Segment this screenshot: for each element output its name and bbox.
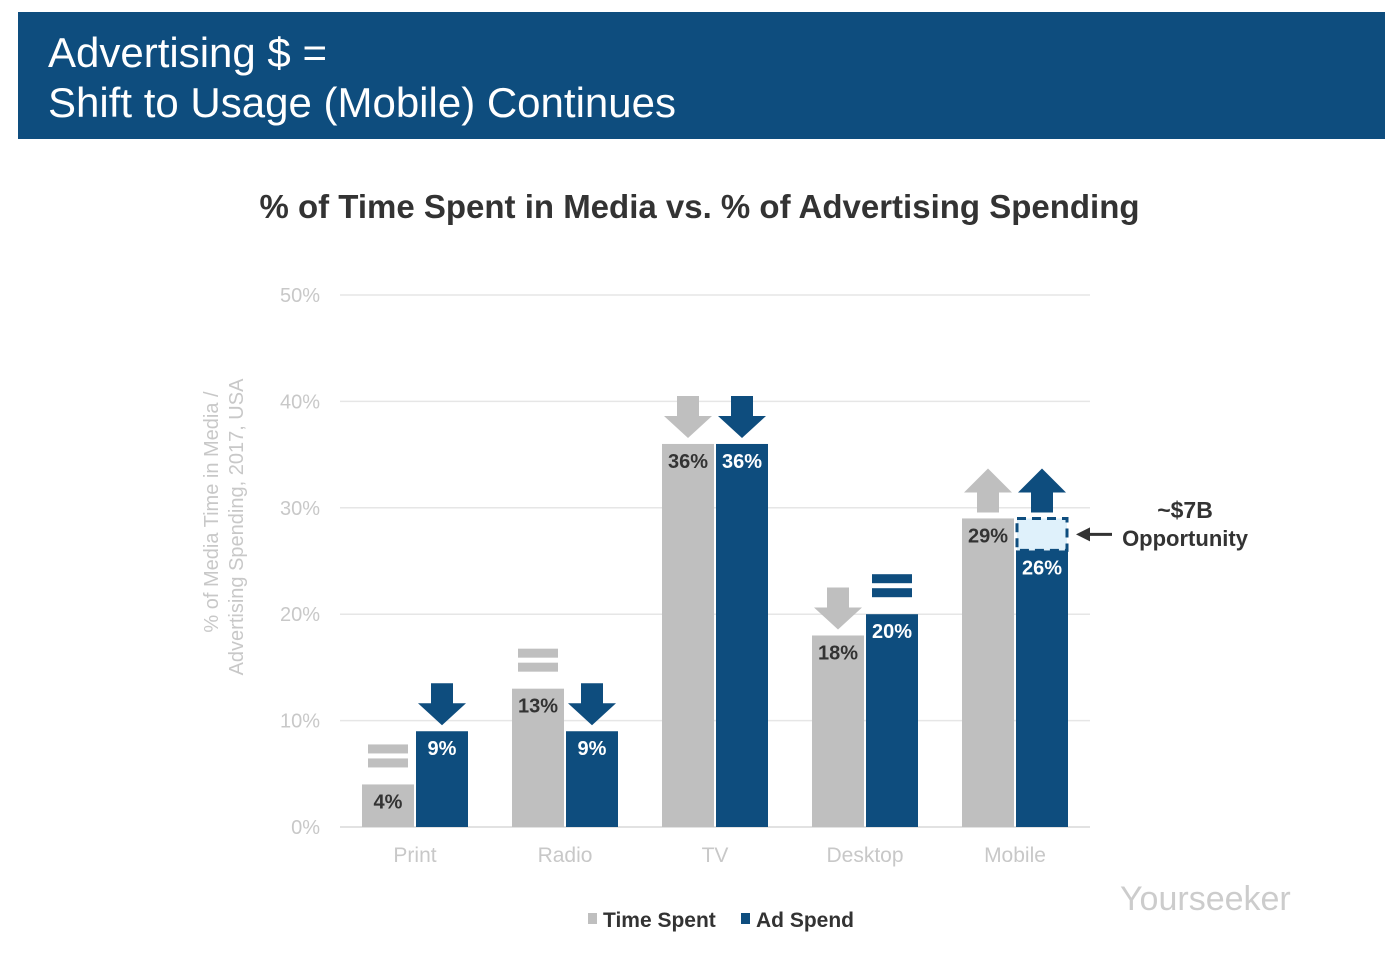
x-tick-label: Desktop: [826, 844, 903, 867]
equal-icon: [518, 662, 558, 672]
annotation-label: Opportunity: [1122, 526, 1249, 551]
x-tick-label: Print: [393, 844, 436, 867]
legend-swatch-time-spent: [588, 913, 597, 924]
slide-title-line1: Advertising $ =: [48, 29, 327, 76]
y-tick-label: 50%: [280, 285, 320, 307]
arrow-down-icon: [664, 395, 712, 438]
y-tick-label: 30%: [280, 498, 320, 520]
data-label: 20%: [872, 621, 912, 643]
opportunity-gap: [1015, 516, 1069, 552]
ad-spend-bar: [416, 731, 468, 827]
equal-icon: [872, 588, 912, 598]
time-spent-bar: [362, 784, 414, 827]
ad-spend-bar: [1016, 550, 1068, 827]
y-tick-label: 0%: [291, 817, 320, 839]
equal-icon: [518, 648, 558, 658]
legend-label-time-spent: Time Spent: [603, 909, 716, 932]
data-label: 26%: [1022, 557, 1062, 579]
x-tick-label: Radio: [538, 844, 593, 867]
data-label: 13%: [518, 696, 558, 718]
title-banner: Advertising $ = Shift to Usage (Mobile) …: [18, 12, 1385, 139]
time-spent-bar: [812, 635, 864, 827]
time-spent-bar: [962, 518, 1014, 827]
arrow-up-icon: [1018, 468, 1066, 513]
ad-spend-bar: [716, 443, 768, 827]
x-tick-label: TV: [702, 844, 729, 867]
data-label: 18%: [818, 642, 858, 664]
arrow-down-icon: [718, 395, 766, 438]
arrow-down-icon: [568, 683, 616, 726]
data-label: 29%: [968, 525, 1008, 547]
equal-icon: [368, 758, 408, 768]
data-label: 4%: [374, 791, 403, 813]
y-axis-label: Advertising Spending, 2017, USA: [226, 378, 248, 676]
watermark: Yourseeker: [1120, 880, 1291, 918]
arrow-down-icon: [814, 587, 862, 630]
legend-label-ad-spend: Ad Spend: [756, 909, 854, 932]
data-label: 36%: [668, 451, 708, 473]
y-axis-label: % of Media Time in Media /: [201, 391, 223, 633]
annotation-arrow-head: [1076, 527, 1090, 542]
annotation-value: ~$7B: [1157, 497, 1213, 523]
y-tick-label: 20%: [280, 604, 320, 626]
legend-swatch-ad-spend: [741, 913, 750, 924]
time-spent-bar: [512, 688, 564, 827]
y-tick-label: 10%: [280, 711, 320, 733]
x-tick-label: Mobile: [984, 844, 1046, 867]
time-spent-bar: [662, 443, 714, 827]
arrow-down-icon: [418, 683, 466, 726]
arrow-up-icon: [964, 468, 1012, 513]
y-tick-label: 40%: [280, 391, 320, 413]
chart-title: % of Time Spent in Media vs. % of Advert…: [259, 188, 1140, 225]
equal-icon: [872, 574, 912, 584]
ad-spend-bar: [866, 614, 918, 827]
ad-spend-bar: [566, 731, 618, 827]
equal-icon: [368, 744, 408, 754]
data-label: 9%: [428, 738, 457, 760]
data-label: 9%: [578, 738, 607, 760]
slide-title-line2: Shift to Usage (Mobile) Continues: [48, 79, 676, 126]
data-label: 36%: [722, 451, 762, 473]
